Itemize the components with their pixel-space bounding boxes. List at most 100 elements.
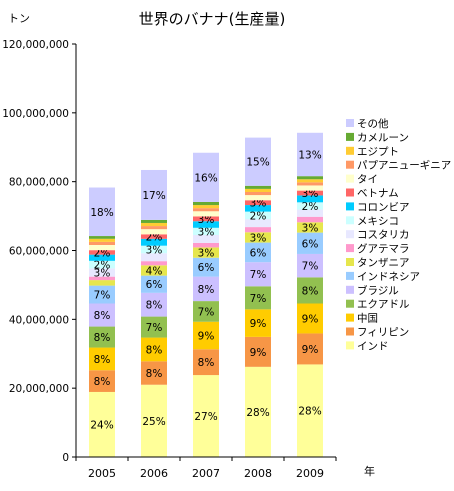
legend-swatch (346, 202, 354, 211)
bar-segment (193, 201, 219, 206)
bar-segment (193, 235, 219, 243)
bar-segment (89, 285, 115, 304)
y-tick-label: 100,000,000 (2, 108, 69, 120)
legend-item: カメルーン (357, 132, 409, 144)
y-tick-label: 0 (62, 452, 69, 464)
bar-segment (193, 208, 219, 212)
legend-item: コロンビア (357, 201, 410, 213)
bar-segment (245, 191, 271, 196)
y-axis: 0 20,000,000 40,000,000 60,000,000 80,000,00… (2, 39, 77, 464)
bar-segment (89, 370, 115, 392)
bar-segment (193, 301, 219, 322)
bar-segment (141, 316, 167, 338)
bar-segment (141, 337, 167, 362)
legend-item: エジプト (357, 146, 399, 158)
legend-item: コスタリカ (357, 229, 410, 241)
data-label: 2% (94, 247, 111, 259)
data-label: 4% (146, 265, 163, 277)
bar-segment (193, 321, 219, 350)
legend: その他カメルーンエジプトパプアニューギニアタイベトナムコロンビアメキシココスタリ… (346, 117, 451, 352)
legend-item: エクアドル (357, 299, 410, 311)
legend-item: タイ (357, 174, 378, 186)
data-label: 8% (198, 357, 215, 369)
data-label: 3% (302, 188, 319, 200)
legend-swatch (346, 188, 354, 197)
bar-segment (141, 261, 167, 266)
x-tick-label: 2006 (140, 467, 168, 480)
bar-segment (297, 195, 323, 203)
bar-segment (245, 200, 271, 206)
bar-segment (193, 257, 219, 277)
bar-segment (141, 275, 167, 293)
bar-segment (89, 254, 115, 261)
legend-swatch (346, 313, 354, 322)
bar-segment (297, 222, 323, 233)
bar-segment (245, 185, 271, 189)
data-label: 8% (302, 285, 319, 297)
bar-segment (89, 391, 115, 457)
data-label: 16% (194, 172, 217, 184)
data-label: 8% (94, 332, 111, 344)
bar-segment (245, 205, 271, 212)
bar-segment (193, 227, 219, 236)
y-tick-label: 120,000,000 (2, 39, 69, 51)
legend-swatch (346, 174, 354, 183)
data-label: 8% (146, 300, 163, 312)
bar-segment (297, 202, 323, 210)
data-label: 3% (302, 222, 319, 234)
data-label: 27% (194, 411, 217, 423)
legend-swatch (346, 327, 354, 336)
bar-segment (141, 169, 167, 220)
data-label: 3% (198, 214, 215, 226)
y-axis-label: トン (8, 12, 30, 25)
legend-item: 中国 (357, 312, 378, 325)
x-axis: 2005 2006 2007 2008 2009 (75, 456, 337, 480)
data-label: 2% (250, 210, 267, 222)
data-label: 13% (298, 149, 321, 161)
bar-segment (245, 195, 271, 201)
bar-segment (89, 326, 115, 348)
chart-title: 世界のバナナ(生産量) (139, 10, 286, 28)
data-label: 17% (142, 190, 165, 202)
legend-item: パプアニューギニア (357, 160, 451, 172)
data-label: 24% (90, 419, 113, 431)
data-label: 25% (142, 416, 165, 428)
bar-segment (141, 384, 167, 457)
bar-segment (297, 303, 323, 334)
bar-segment (193, 349, 219, 376)
bar-segment (141, 265, 167, 276)
bar-segment (193, 205, 219, 209)
data-label: 7% (146, 322, 163, 334)
data-label: 7% (250, 269, 267, 281)
bar-segment (245, 137, 271, 186)
bar-segment (89, 236, 115, 239)
data-label: 3% (250, 198, 267, 210)
bar-segment (245, 219, 271, 228)
y-tick-label: 60,000,000 (9, 246, 69, 258)
data-label: 8% (146, 344, 163, 356)
data-label: 3% (94, 268, 111, 280)
data-label: 3% (250, 232, 267, 244)
x-tick-label: 2007 (192, 467, 220, 480)
legend-swatch (346, 146, 354, 155)
data-label: 7% (302, 261, 319, 273)
bar-segment (89, 250, 115, 255)
bar-segment (297, 132, 323, 177)
data-label: 3% (198, 248, 215, 260)
legend-item: タンザニア (357, 257, 410, 269)
bar-segment (193, 375, 219, 457)
legend-swatch (346, 299, 354, 308)
bar-segment (297, 185, 323, 191)
y-tick-label: 40,000,000 (9, 314, 69, 326)
data-label: 9% (302, 344, 319, 356)
bar-segment (89, 187, 115, 237)
data-label: 7% (198, 306, 215, 318)
legend-swatch (346, 341, 354, 350)
bar-segment (193, 221, 219, 228)
bar-segment (141, 229, 167, 235)
data-label: 8% (198, 284, 215, 296)
legend-swatch (346, 119, 354, 127)
bar-segment (245, 211, 271, 220)
